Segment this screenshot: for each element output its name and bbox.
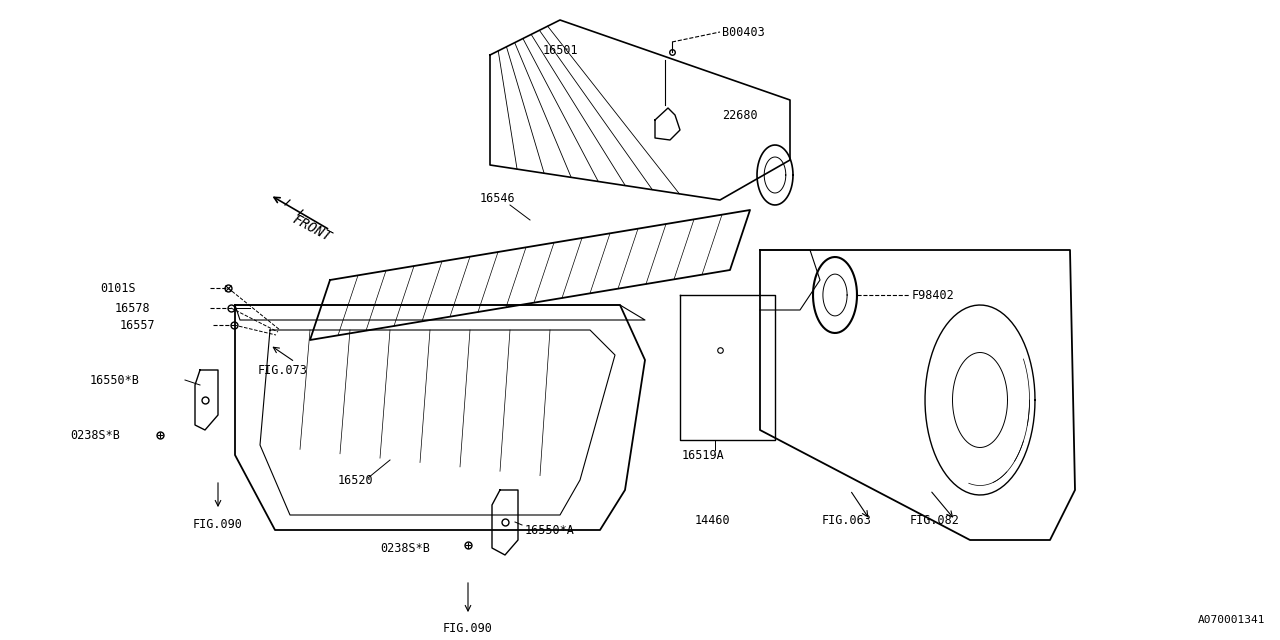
Polygon shape (680, 295, 774, 440)
Text: 16520: 16520 (338, 474, 374, 486)
Text: FRONT: FRONT (291, 212, 334, 244)
Text: 16557: 16557 (120, 319, 156, 332)
Text: FIG.090: FIG.090 (193, 518, 243, 531)
Text: 16519A: 16519A (682, 449, 724, 461)
Polygon shape (310, 210, 750, 340)
Text: 16546: 16546 (480, 191, 516, 205)
Text: 14460: 14460 (695, 513, 731, 527)
Text: 0238S*B: 0238S*B (380, 541, 430, 554)
Polygon shape (490, 20, 790, 200)
Text: F98402: F98402 (911, 289, 955, 301)
Polygon shape (236, 305, 645, 530)
Text: 16578: 16578 (115, 301, 151, 314)
Text: 22680: 22680 (722, 109, 758, 122)
Text: 16550*A: 16550*A (525, 524, 575, 536)
Text: FIG.063: FIG.063 (822, 513, 872, 527)
Text: B00403: B00403 (722, 26, 764, 38)
Text: FIG.090: FIG.090 (443, 621, 493, 634)
Text: 0238S*B: 0238S*B (70, 429, 120, 442)
Text: FIG.082: FIG.082 (910, 513, 960, 527)
Text: 16550*B: 16550*B (90, 374, 140, 387)
Text: 16501: 16501 (543, 44, 577, 56)
Polygon shape (760, 250, 1075, 540)
Text: A070001341: A070001341 (1198, 615, 1265, 625)
Text: 0101S: 0101S (100, 282, 136, 294)
Text: FIG.073: FIG.073 (259, 364, 308, 376)
